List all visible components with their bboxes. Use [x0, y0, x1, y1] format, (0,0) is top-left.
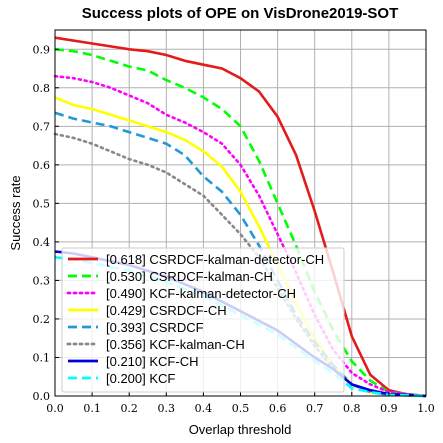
y-tick-label: 0.2 — [33, 313, 51, 326]
y-tick-label: 0.3 — [33, 274, 51, 287]
legend-box — [61, 247, 345, 393]
y-tick-label: 0.5 — [33, 197, 51, 210]
series-line-5 — [54, 111, 427, 398]
legend-label: [0.530] CSRDCF-kalman-CH — [106, 269, 273, 284]
legend-label: [0.200] KCF — [106, 371, 175, 386]
y-tick-label: 0.4 — [33, 236, 51, 249]
legend-label: [0.490] KCF-kalman-detector-CH — [106, 286, 296, 301]
x-tick-label: 0.4 — [195, 402, 213, 415]
series-line-1 — [54, 36, 427, 398]
y-tick-label: 0.0 — [33, 390, 51, 403]
legend-label: [0.356] KCF-kalman-CH — [106, 337, 245, 352]
y-tick-label: 0.6 — [33, 159, 51, 172]
x-tick-label: 0.0 — [46, 402, 64, 415]
x-tick-label: 0.3 — [158, 402, 176, 415]
y-axis-label: Success rate — [8, 175, 23, 250]
series-line-3 — [53, 74, 428, 398]
series-lines — [53, 36, 428, 398]
legend-label: [0.210] KCF-CH — [106, 354, 198, 369]
legend-label: [0.429] CSRDCF-CH — [106, 303, 227, 318]
y-tick-label: 0.9 — [33, 43, 51, 56]
x-tick-label: 0.7 — [306, 402, 324, 415]
x-tick-label: 0.1 — [83, 402, 101, 415]
axis-ticks: 0.0 0.1 0.2 0.3 0.4 0.5 0.6 0.7 0.8 0.9 1.0 0.0 0.1 0… — [33, 43, 435, 415]
legend-label: [0.618] CSRDCF-kalman-detector-CH — [106, 252, 324, 267]
chart-title: Success plots of OPE on VisDrone2019-SOT — [82, 5, 399, 22]
series-line-2 — [54, 48, 427, 398]
x-tick-label: 1.0 — [417, 402, 435, 415]
x-tick-label: 0.2 — [120, 402, 138, 415]
x-tick-label: 0.8 — [343, 402, 361, 415]
x-tick-label: 0.5 — [232, 402, 250, 415]
y-tick-label: 0.1 — [33, 351, 51, 364]
y-tick-label: 0.8 — [33, 82, 51, 95]
legend-label: [0.393] CSRDCF — [106, 320, 204, 335]
x-axis-label: Overlap threshold — [189, 422, 292, 437]
y-tick-label: 0.7 — [33, 120, 51, 133]
x-tick-label: 0.9 — [380, 402, 398, 415]
x-tick-label: 0.6 — [269, 402, 287, 415]
legend: [0.618] CSRDCF-kalman-detector-CH [0.530]… — [61, 247, 345, 393]
